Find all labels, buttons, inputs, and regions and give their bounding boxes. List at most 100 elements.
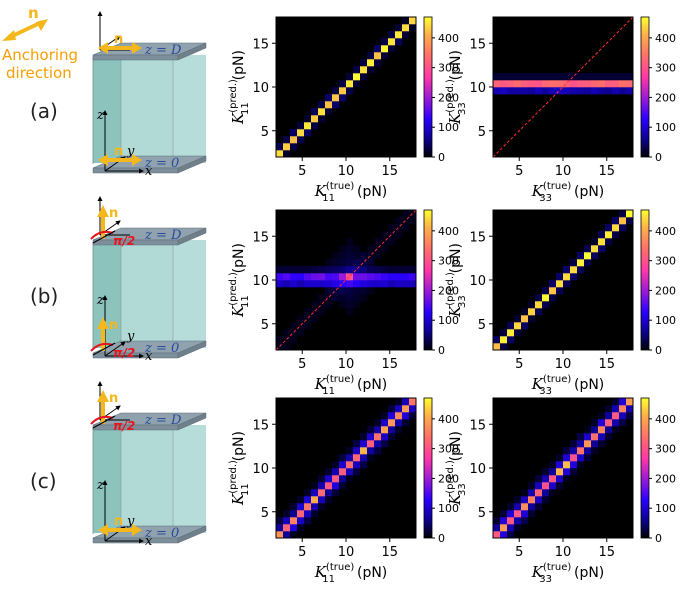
heatmap-cell <box>283 524 291 532</box>
heatmap-cell <box>598 426 606 434</box>
heatmap-cell <box>325 259 333 267</box>
y-tick-label: 5 <box>478 506 486 521</box>
heatmap-cell <box>577 440 585 448</box>
y-tick-label: 15 <box>469 230 486 245</box>
heatmap-cell <box>304 503 312 511</box>
z-top-label: z = D <box>144 228 182 243</box>
heatmap-cell <box>381 426 389 434</box>
colorbar <box>640 16 650 158</box>
colorbar-tick-label: 200 <box>438 284 459 297</box>
x-axis-title: K(true) 11 (pN) <box>314 181 388 204</box>
box-right-face <box>173 240 206 348</box>
colorbar-tick-label: 100 <box>438 314 459 327</box>
heatmap-cell <box>353 294 361 302</box>
heatmap-cell <box>381 419 389 427</box>
heatmap-cell <box>549 287 557 295</box>
arrowhead-icon <box>132 154 142 166</box>
heatmap-cell <box>304 122 312 130</box>
heatmap-cell <box>367 426 375 434</box>
heatmap-cell <box>388 238 396 246</box>
heatmap-cell <box>570 73 578 81</box>
heatmap-cell <box>360 266 368 274</box>
heatmap-cell <box>374 419 382 427</box>
heatmap-cell <box>290 336 298 344</box>
heatmap-cell <box>605 224 613 232</box>
heatmap-cell <box>493 80 501 88</box>
heatmap-cell <box>388 266 396 274</box>
heatmap-cell <box>563 454 571 462</box>
heatmap-cell <box>409 210 417 218</box>
heatmap-cell <box>500 524 508 532</box>
heatmap-cell <box>507 336 515 344</box>
heatmap-cell <box>374 52 382 60</box>
heatmap-cell <box>493 531 501 539</box>
heatmap-cell <box>360 59 368 67</box>
heatmap-cell <box>353 301 361 309</box>
heatmap-cell <box>507 322 515 330</box>
y-tick-label: 5 <box>478 318 486 333</box>
colorbar-tick-label: 400 <box>655 225 676 238</box>
heatmap-cell <box>360 433 368 441</box>
heatmap-cell <box>591 447 599 455</box>
heatmap-cell <box>388 38 396 46</box>
heatmap-cell <box>360 287 368 295</box>
heatmap-cell <box>311 280 319 288</box>
heatmap-cell <box>339 94 347 102</box>
double-arrow-icon <box>2 19 48 41</box>
heatmap-cell <box>528 73 536 81</box>
heatmap-cell <box>591 245 599 253</box>
director-label: n <box>109 318 118 333</box>
colorbar-tick-label: 300 <box>655 255 676 268</box>
heatmap-cell <box>577 73 585 81</box>
angle-label: π/2 <box>113 234 135 248</box>
heatmap-cell <box>507 73 515 81</box>
heatmap-cell <box>339 461 347 469</box>
heatmap-cell <box>318 489 326 497</box>
heatmap-cell <box>311 266 319 274</box>
heatmap-cell <box>381 38 389 46</box>
heatmap-cell <box>584 73 592 81</box>
box-left-face <box>93 425 121 533</box>
x-tick-label: 15 <box>598 357 615 372</box>
colorbar-tick-label: 400 <box>438 413 459 426</box>
heatmap-cell <box>535 503 543 511</box>
heatmap-cell <box>304 280 312 288</box>
heatmap-cell <box>535 496 543 504</box>
heatmap-cell <box>332 266 340 274</box>
heatmap-cell <box>290 510 298 518</box>
heatmap-cell <box>605 73 613 81</box>
angle-arc <box>90 342 114 352</box>
colorbar-tick-label: 300 <box>438 443 459 456</box>
heatmap-cell <box>605 433 613 441</box>
heatmap-cell <box>367 59 375 67</box>
heatmap-cell <box>346 252 354 260</box>
heatmap-cell <box>598 80 606 88</box>
x-axis-title: K(true) 11 (pN) <box>314 562 388 585</box>
y-tick-label: 15 <box>252 418 269 433</box>
heatmap-cell <box>367 280 375 288</box>
heatmap-cell <box>339 259 347 267</box>
heatmap-cell <box>388 224 396 232</box>
heatmap-cell <box>598 231 606 239</box>
heatmap-cell <box>360 259 368 267</box>
heatmap-cell <box>283 510 291 518</box>
heatmap-cell <box>325 273 333 281</box>
heatmap-cell <box>542 87 550 95</box>
heatmap-cell <box>500 329 508 337</box>
heatmap-cell <box>556 475 564 483</box>
angle-label: π/2 <box>113 419 135 433</box>
heatmap-cell <box>339 273 347 281</box>
heatmap-cell <box>311 122 319 130</box>
heatmap-cell <box>626 405 634 413</box>
heatmap-cell <box>612 80 620 88</box>
heatmap-cell <box>584 245 592 253</box>
heatmap-cell <box>332 280 340 288</box>
heatmap-cell <box>374 440 382 448</box>
heatmap-cell <box>297 273 305 281</box>
y-tick-label: 10 <box>252 81 269 96</box>
heatmap-cell <box>311 482 319 490</box>
heatmap-cell <box>353 259 361 267</box>
heatmap-cell <box>325 266 333 274</box>
y-tick-label: 10 <box>469 462 486 477</box>
director-label: n <box>109 206 118 221</box>
